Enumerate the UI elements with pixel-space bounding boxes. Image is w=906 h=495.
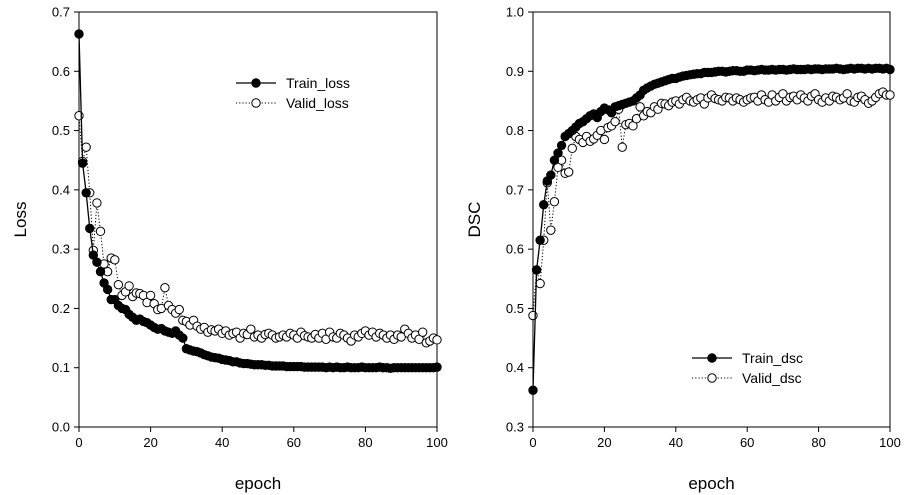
data-point — [81, 142, 91, 152]
legend-marker — [251, 78, 261, 88]
y-tick-label: 0.7 — [52, 5, 70, 20]
y-tick-label: 0.7 — [506, 182, 524, 197]
y-axis-label: Loss — [11, 202, 30, 238]
y-tick-label: 0.9 — [506, 64, 524, 79]
y-tick-label: 0.5 — [506, 301, 524, 316]
plot-frame — [532, 11, 891, 428]
data-point — [535, 278, 545, 289]
data-point — [102, 284, 113, 295]
data-point — [885, 64, 895, 75]
y-tick-label: 0.4 — [506, 360, 524, 375]
y-tick-label: 0.1 — [52, 360, 70, 375]
x-tick-label: 100 — [879, 435, 901, 450]
x-tick-label: 100 — [426, 435, 448, 450]
y-tick-label: 0.5 — [52, 123, 70, 138]
data-point — [95, 226, 106, 237]
x-axis-label: epoch — [688, 474, 734, 493]
x-tick-label: 80 — [358, 435, 372, 450]
data-point — [77, 158, 88, 168]
plot-frame — [78, 11, 438, 428]
series-valid-loss — [74, 111, 442, 348]
dsc-chart-panel: 0 20 40 60 80 100 0.3 0.4 0.5 0.6 0.7 0.8 0.9 1.0 epoc… — [465, 5, 901, 494]
data-point — [81, 188, 91, 198]
data-point — [564, 167, 574, 177]
data-point — [95, 266, 106, 277]
y-tick-label: 0.6 — [52, 64, 70, 79]
y-tick-label: 0.3 — [52, 242, 70, 257]
x-tick-label: 60 — [740, 435, 754, 450]
data-point — [432, 335, 442, 345]
x-tick-label: 0 — [529, 435, 536, 450]
y-tick-label: 0.6 — [506, 242, 524, 257]
data-point — [110, 255, 120, 265]
series-line — [532, 91, 890, 316]
data-point — [74, 29, 84, 39]
x-axis-label: epoch — [235, 474, 281, 493]
data-point — [556, 140, 567, 151]
data-point — [553, 148, 563, 158]
x-tick-label: 80 — [811, 435, 825, 450]
x-tick-label: 20 — [597, 435, 611, 450]
data-point — [610, 116, 620, 127]
y-tick-label: 0.3 — [506, 420, 524, 435]
loss-legend: Train_loss Valid_loss — [236, 75, 350, 111]
data-point — [635, 102, 645, 112]
legend-label: Valid_loss — [286, 95, 349, 111]
x-tick-label: 40 — [669, 435, 683, 450]
legend-label: Valid_dsc — [742, 370, 802, 386]
data-point — [124, 281, 134, 291]
data-point — [546, 170, 556, 180]
y-tick-label: 0.8 — [506, 123, 524, 138]
legend-label: Train_dsc — [742, 350, 803, 366]
y-tick-label: 0.2 — [52, 301, 70, 316]
legend-marker — [251, 98, 261, 108]
series-train-loss — [74, 29, 442, 374]
legend-marker — [707, 353, 717, 363]
data-point — [567, 143, 577, 154]
y-tick-label: 0.4 — [52, 182, 70, 197]
x-tick-label: 60 — [287, 435, 301, 450]
x-tick-label: 20 — [143, 435, 157, 450]
x-tick-label: 0 — [75, 435, 82, 450]
data-point — [549, 197, 560, 207]
series-train-dsc — [528, 63, 895, 395]
dsc-legend: Train_dsc Valid_dsc — [692, 350, 803, 386]
loss-chart-panel: 0 20 40 60 80 100 0.0 0.1 0.2 0.3 0.4 0.5 0.6 0.7 epoc… — [11, 5, 448, 494]
data-point — [599, 134, 610, 145]
y-tick-label: 0.0 — [52, 420, 70, 435]
legend-marker — [707, 373, 717, 383]
x-tick-label: 40 — [215, 435, 229, 450]
data-point — [92, 198, 102, 208]
data-point — [160, 282, 170, 293]
y-tick-label: 1.0 — [506, 5, 524, 20]
data-point — [178, 333, 188, 343]
data-point — [417, 327, 428, 337]
y-axis-label: DSC — [465, 202, 484, 238]
data-point — [885, 90, 895, 100]
legend-label: Train_loss — [286, 75, 350, 91]
data-point — [539, 199, 549, 210]
data-point — [617, 142, 627, 152]
data-point — [531, 265, 542, 275]
data-point — [145, 290, 156, 301]
data-point — [546, 225, 556, 235]
data-point — [85, 223, 95, 234]
data-point — [528, 385, 538, 395]
data-point — [113, 280, 124, 290]
data-point — [246, 324, 256, 334]
data-point — [92, 257, 102, 267]
data-point — [174, 304, 184, 315]
data-point — [432, 362, 442, 372]
data-point — [535, 235, 545, 245]
series-line — [78, 115, 438, 344]
